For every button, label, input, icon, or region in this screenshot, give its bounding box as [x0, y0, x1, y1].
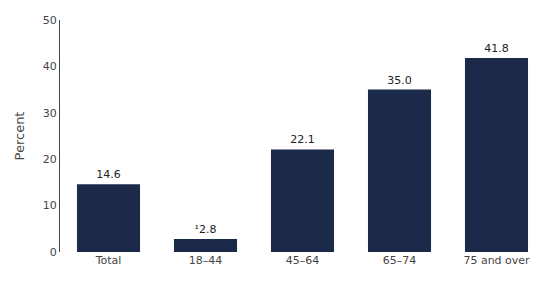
- svg-text:50: 50: [43, 14, 57, 27]
- svg-text:35.0: 35.0: [387, 74, 412, 87]
- svg-text:10: 10: [43, 199, 57, 212]
- svg-text:22.1: 22.1: [290, 133, 315, 146]
- svg-text:45–64: 45–64: [286, 254, 320, 267]
- svg-text:0: 0: [50, 246, 57, 259]
- svg-text:¹2.8: ¹2.8: [195, 223, 217, 236]
- svg-text:41.8: 41.8: [484, 42, 509, 55]
- svg-text:40: 40: [43, 60, 57, 73]
- svg-text:Percent: Percent: [12, 112, 27, 161]
- svg-text:14.6: 14.6: [96, 168, 121, 181]
- svg-text:30: 30: [43, 107, 57, 120]
- svg-text:20: 20: [43, 153, 57, 166]
- svg-text:18–44: 18–44: [189, 254, 223, 267]
- svg-text:75 and over: 75 and over: [463, 254, 530, 267]
- svg-text:Total: Total: [95, 254, 122, 267]
- svg-text:65–74: 65–74: [383, 254, 417, 267]
